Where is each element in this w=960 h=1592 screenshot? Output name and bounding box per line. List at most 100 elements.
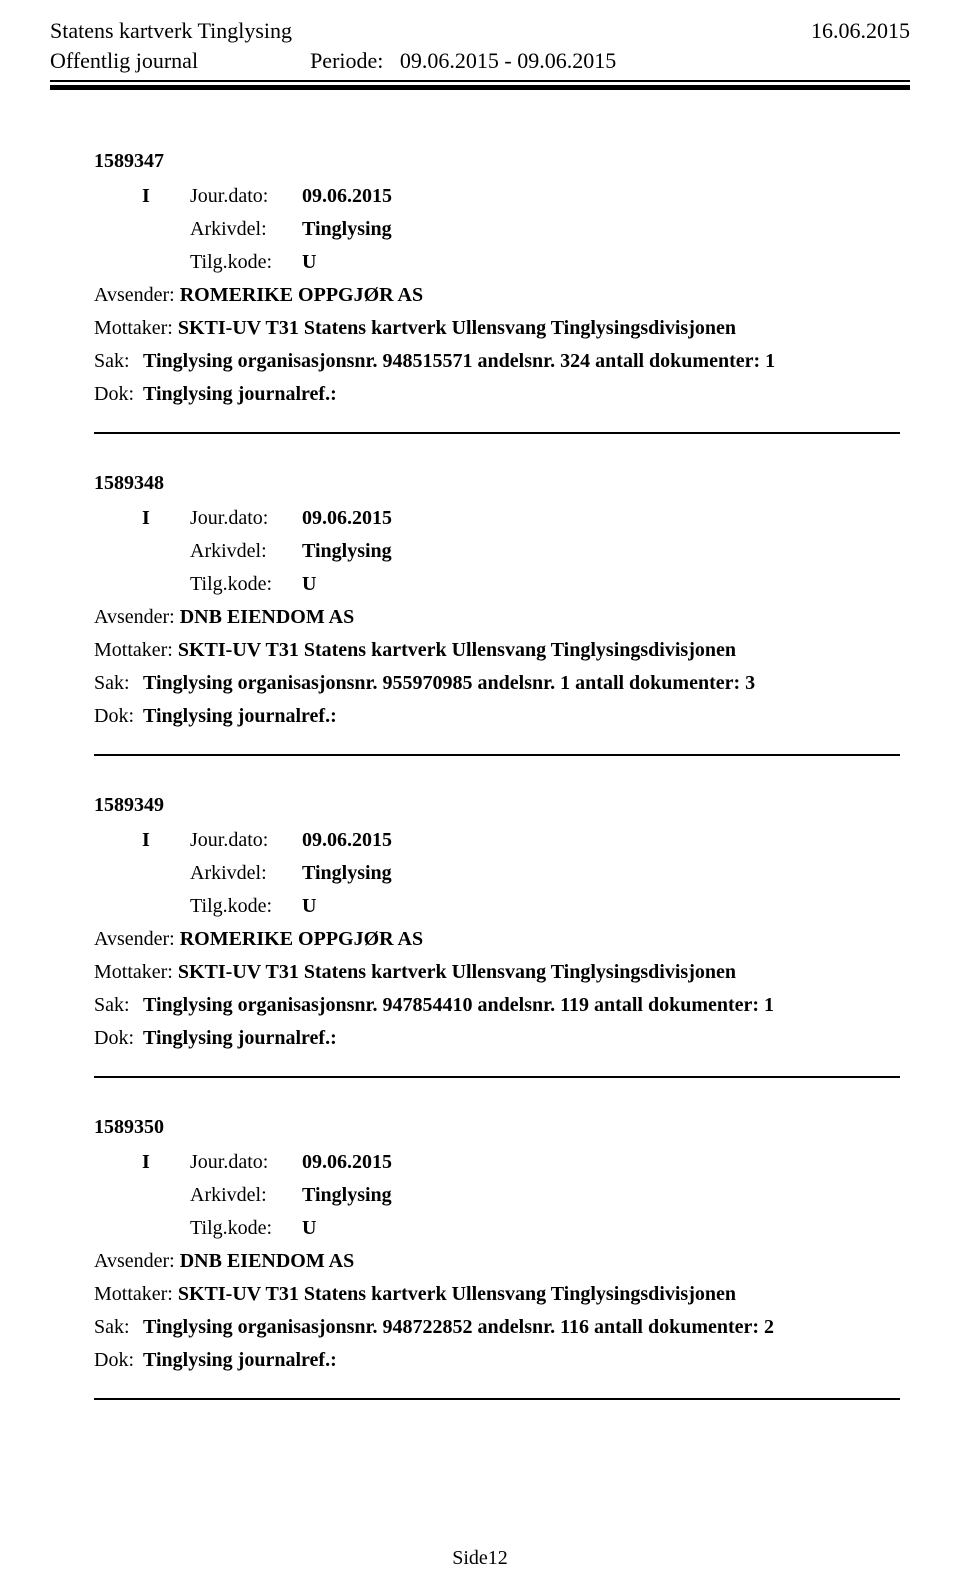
entry-mottaker-value: SKTI-UV T31 Statens kartverk Ullensvang … [178, 961, 736, 984]
entry-spacer [142, 862, 190, 885]
entry-line-sak: Sak: Tinglysing organisasjonsnr. 9478544… [94, 994, 900, 1017]
entry-mottaker-label: Mottaker: [94, 1283, 173, 1306]
entry-arkivdel-value: Tinglysing [302, 218, 392, 241]
entry-line-arkivdel: Arkivdel: Tinglysing [94, 540, 900, 563]
entry-sak-label: Sak: [94, 994, 138, 1017]
entry-direction: I [142, 507, 190, 530]
entry-line-dok: Dok: Tinglysing journalref.: [94, 383, 900, 406]
entry-line-tilgkode: Tilg.kode: U [94, 573, 900, 596]
entry-sak-value: Tinglysing organisasjonsnr. 955970985 an… [143, 672, 755, 695]
entry-sak-value: Tinglysing organisasjonsnr. 948515571 an… [143, 350, 775, 373]
entry-mottaker-value: SKTI-UV T31 Statens kartverk Ullensvang … [178, 639, 736, 662]
entry-spacer [142, 540, 190, 563]
journal-page: Statens kartverk Tinglysing 16.06.2015 O… [0, 0, 960, 1592]
entry-tilgkode-value: U [302, 251, 316, 274]
entry-jourdato-label: Jour.dato: [190, 507, 302, 530]
entry-line-sak: Sak: Tinglysing organisasjonsnr. 9485155… [94, 350, 900, 373]
header-date: 16.06.2015 [811, 18, 910, 44]
entry-jourdato-label: Jour.dato: [190, 1151, 302, 1174]
entries-container: 1589347 I Jour.dato: 09.06.2015 Arkivdel… [50, 150, 910, 1400]
page-footer: Side12 [0, 1547, 960, 1570]
entry-line-jourdato: I Jour.dato: 09.06.2015 [94, 1151, 900, 1174]
entry-separator-rule [94, 1076, 900, 1078]
entry-tilgkode-label: Tilg.kode: [190, 251, 302, 274]
entry-arkivdel-label: Arkivdel: [190, 218, 302, 241]
header-second-row: Offentlig journal Periode: 09.06.2015 - … [50, 48, 910, 74]
entry-line-avsender: Avsender: DNB EIENDOM AS [94, 606, 900, 629]
entry-line-tilgkode: Tilg.kode: U [94, 895, 900, 918]
entry-line-mottaker: Mottaker: SKTI-UV T31 Statens kartverk U… [94, 639, 900, 662]
header-top-row: Statens kartverk Tinglysing 16.06.2015 [50, 18, 910, 44]
journal-entry: 1589350 I Jour.dato: 09.06.2015 Arkivdel… [94, 1116, 900, 1400]
entry-avsender-label: Avsender: [94, 284, 175, 307]
entry-avsender-value: DNB EIENDOM AS [180, 1250, 354, 1273]
entry-separator-rule [94, 1398, 900, 1400]
journal-entry: 1589347 I Jour.dato: 09.06.2015 Arkivdel… [94, 150, 900, 434]
entry-mottaker-label: Mottaker: [94, 317, 173, 340]
entry-jourdato-label: Jour.dato: [190, 829, 302, 852]
entry-mottaker-value: SKTI-UV T31 Statens kartverk Ullensvang … [178, 317, 736, 340]
header-thick-rule [50, 85, 910, 90]
entry-tilgkode-label: Tilg.kode: [190, 573, 302, 596]
entry-dok-label: Dok: [94, 383, 138, 406]
entry-sak-label: Sak: [94, 672, 138, 695]
entry-tilgkode-value: U [302, 895, 316, 918]
entry-mottaker-label: Mottaker: [94, 639, 173, 662]
entry-arkivdel-value: Tinglysing [302, 1184, 392, 1207]
entry-sak-value: Tinglysing organisasjonsnr. 948722852 an… [143, 1316, 774, 1339]
entry-sak-label: Sak: [94, 350, 138, 373]
entry-spacer [142, 1217, 190, 1240]
entry-dok-label: Dok: [94, 1027, 138, 1050]
entry-dok-value: Tinglysing journalref.: [143, 1027, 337, 1050]
journal-entry: 1589349 I Jour.dato: 09.06.2015 Arkivdel… [94, 794, 900, 1078]
entry-arkivdel-value: Tinglysing [302, 540, 392, 563]
entry-line-arkivdel: Arkivdel: Tinglysing [94, 218, 900, 241]
entry-dok-label: Dok: [94, 705, 138, 728]
entry-spacer [142, 218, 190, 241]
entry-line-avsender: Avsender: ROMERIKE OPPGJØR AS [94, 928, 900, 951]
journal-entry: 1589348 I Jour.dato: 09.06.2015 Arkivdel… [94, 472, 900, 756]
entry-line-avsender: Avsender: ROMERIKE OPPGJØR AS [94, 284, 900, 307]
entry-avsender-label: Avsender: [94, 606, 175, 629]
entry-line-avsender: Avsender: DNB EIENDOM AS [94, 1250, 900, 1273]
entry-jourdato-value: 09.06.2015 [302, 507, 392, 530]
entry-dok-value: Tinglysing journalref.: [143, 1349, 337, 1372]
entry-line-mottaker: Mottaker: SKTI-UV T31 Statens kartverk U… [94, 1283, 900, 1306]
entry-line-dok: Dok: Tinglysing journalref.: [94, 705, 900, 728]
entry-line-dok: Dok: Tinglysing journalref.: [94, 1349, 900, 1372]
entry-tilgkode-label: Tilg.kode: [190, 1217, 302, 1240]
entry-sak-value: Tinglysing organisasjonsnr. 947854410 an… [143, 994, 774, 1017]
entry-id: 1589347 [94, 150, 900, 173]
header-period: Periode: 09.06.2015 - 09.06.2015 [310, 48, 616, 74]
entry-avsender-value: DNB EIENDOM AS [180, 606, 354, 629]
entry-direction: I [142, 1151, 190, 1174]
entry-spacer [142, 1184, 190, 1207]
entry-tilgkode-value: U [302, 573, 316, 596]
entry-spacer [142, 895, 190, 918]
entry-arkivdel-label: Arkivdel: [190, 862, 302, 885]
entry-line-sak: Sak: Tinglysing organisasjonsnr. 9487228… [94, 1316, 900, 1339]
entry-avsender-value: ROMERIKE OPPGJØR AS [180, 928, 423, 951]
header-period-value: 09.06.2015 - 09.06.2015 [400, 48, 616, 73]
entry-dok-value: Tinglysing journalref.: [143, 383, 337, 406]
entry-arkivdel-label: Arkivdel: [190, 540, 302, 563]
entry-avsender-label: Avsender: [94, 928, 175, 951]
entry-direction: I [142, 829, 190, 852]
entry-line-jourdato: I Jour.dato: 09.06.2015 [94, 507, 900, 530]
entry-separator-rule [94, 432, 900, 434]
entry-arkivdel-label: Arkivdel: [190, 1184, 302, 1207]
header-journal-type: Offentlig journal [50, 48, 198, 74]
entry-tilgkode-value: U [302, 1217, 316, 1240]
entry-line-mottaker: Mottaker: SKTI-UV T31 Statens kartverk U… [94, 961, 900, 984]
entry-jourdato-value: 09.06.2015 [302, 1151, 392, 1174]
entry-dok-label: Dok: [94, 1349, 138, 1372]
entry-line-arkivdel: Arkivdel: Tinglysing [94, 1184, 900, 1207]
entry-jourdato-value: 09.06.2015 [302, 185, 392, 208]
entry-dok-value: Tinglysing journalref.: [143, 705, 337, 728]
entry-line-tilgkode: Tilg.kode: U [94, 1217, 900, 1240]
entry-id: 1589349 [94, 794, 900, 817]
entry-line-arkivdel: Arkivdel: Tinglysing [94, 862, 900, 885]
entry-mottaker-label: Mottaker: [94, 961, 173, 984]
entry-avsender-label: Avsender: [94, 1250, 175, 1273]
entry-line-tilgkode: Tilg.kode: U [94, 251, 900, 274]
